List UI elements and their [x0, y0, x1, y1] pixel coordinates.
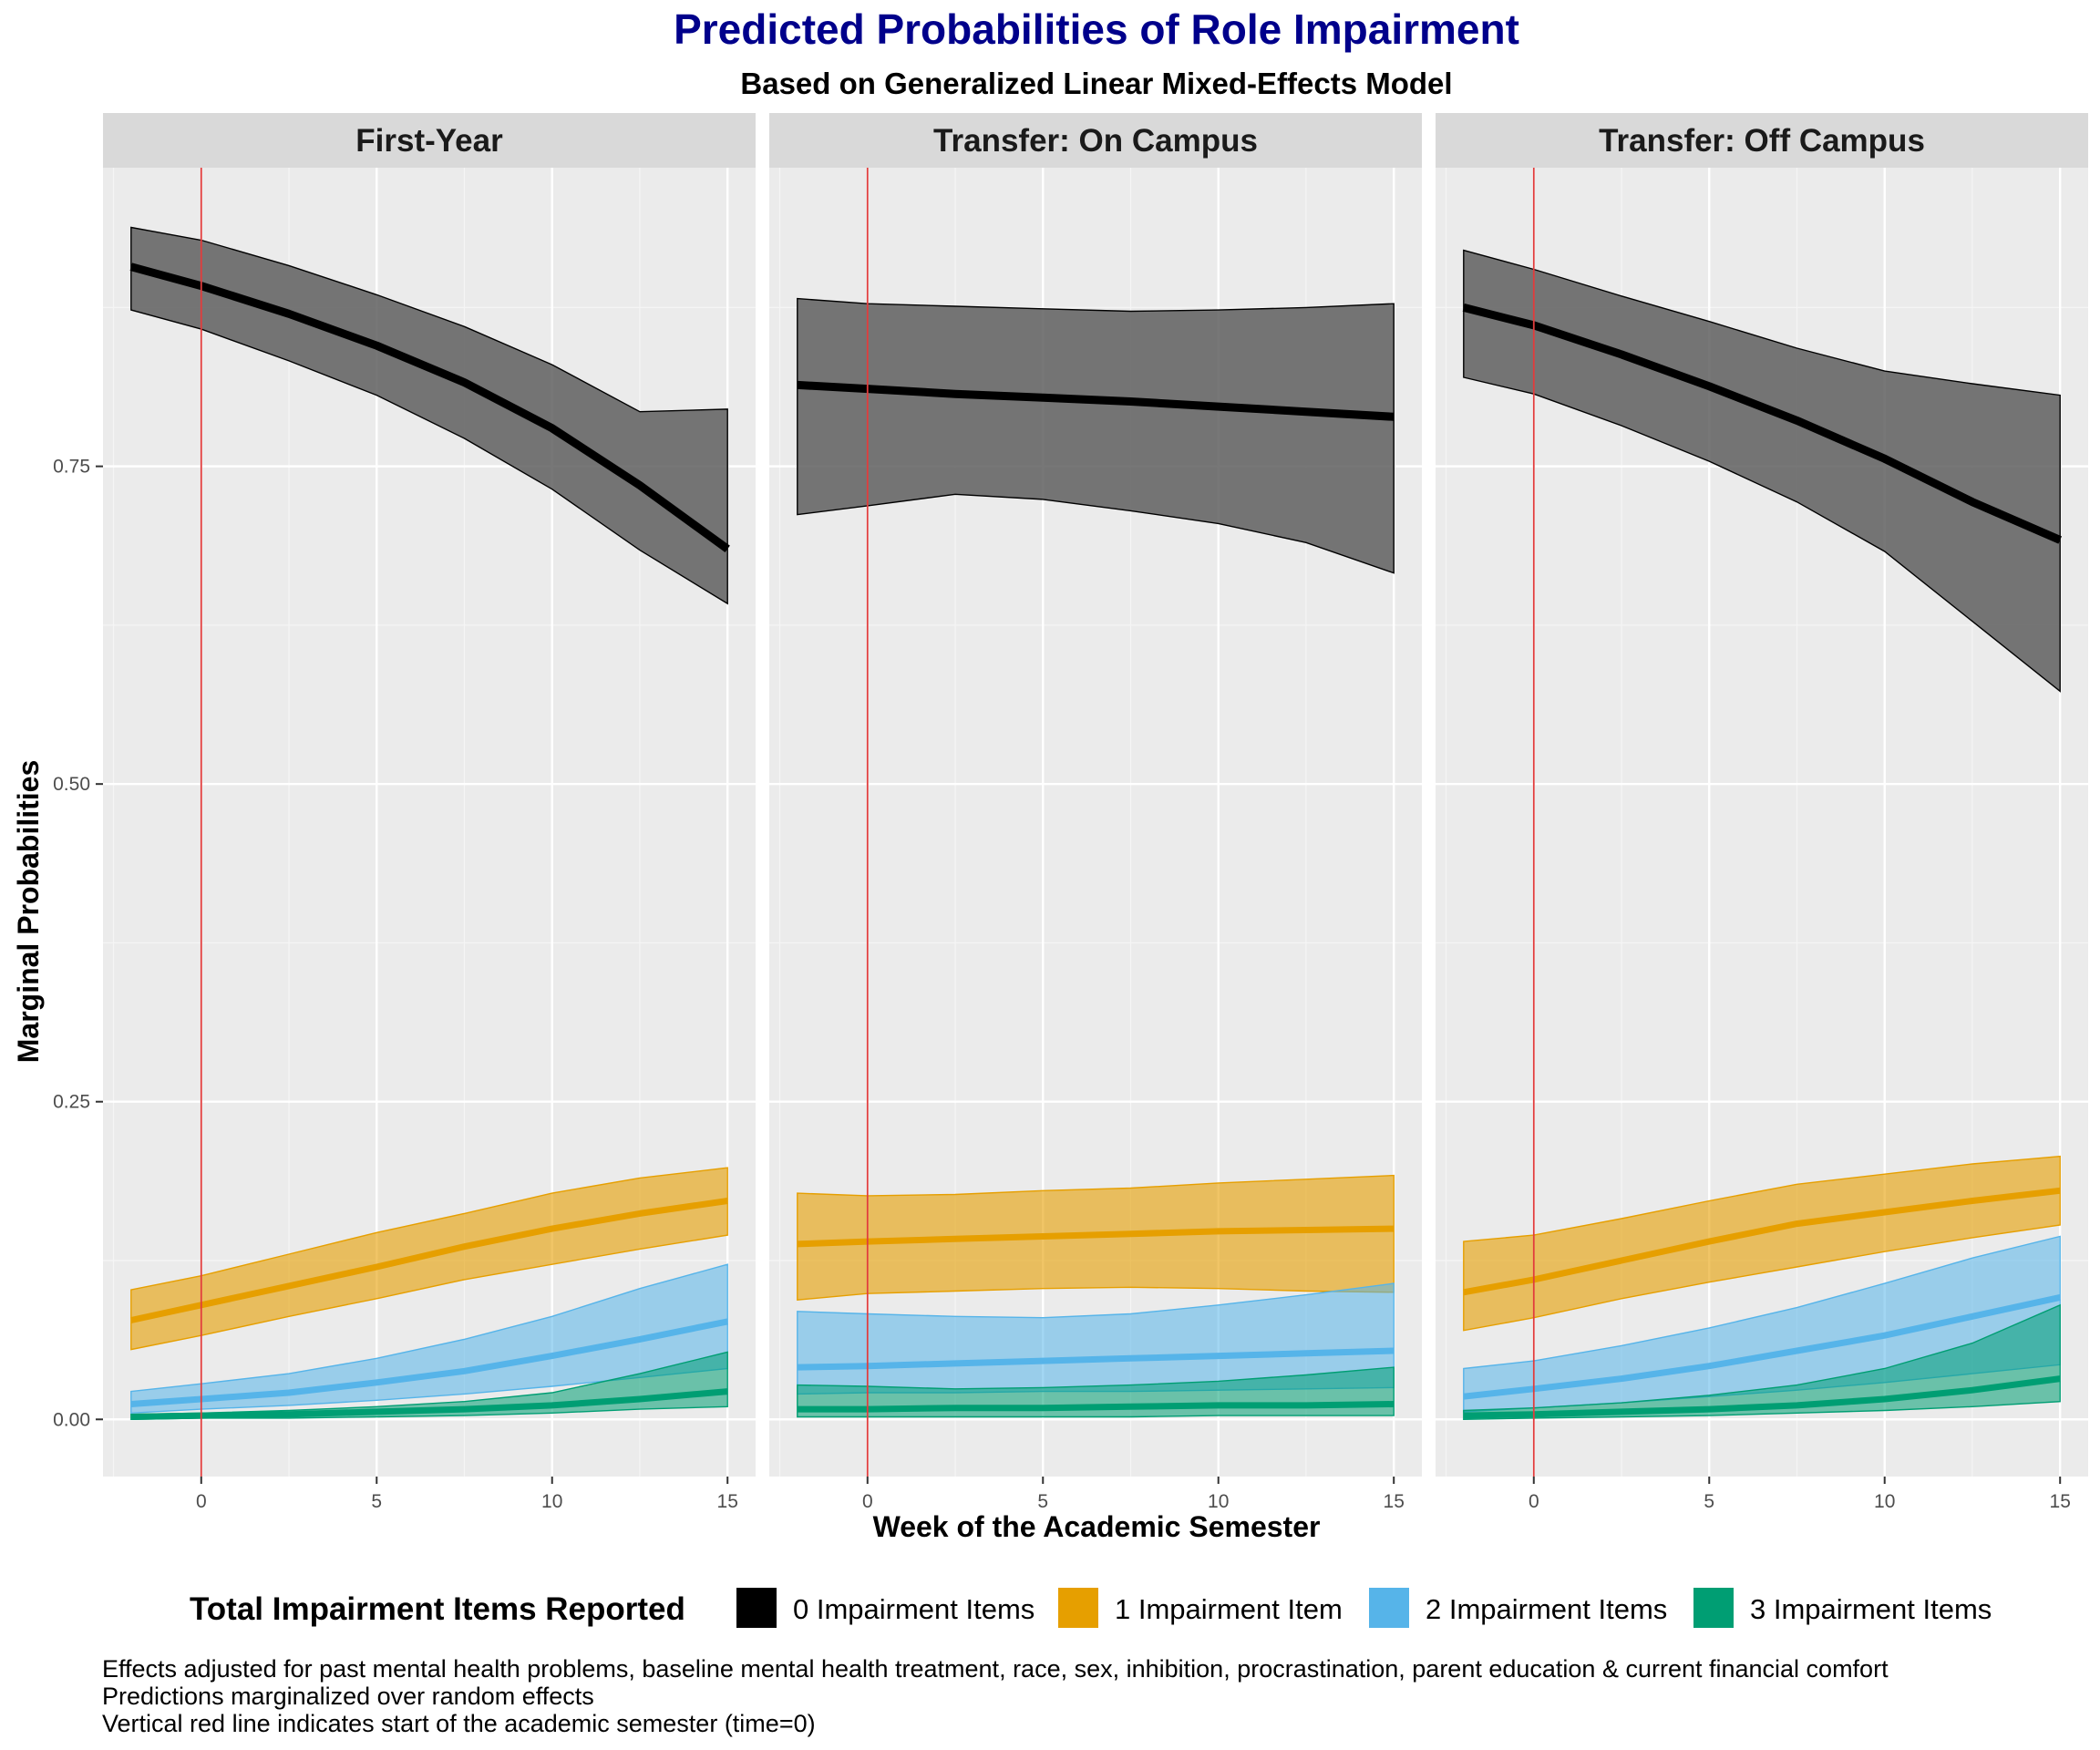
y-tick-label: 0.50: [53, 774, 90, 795]
facet-strip: [103, 113, 756, 168]
facet-strip-label: First-Year: [355, 123, 503, 159]
facet-strip-label: Transfer: Off Campus: [1599, 123, 1925, 159]
chart-subtitle: Based on Generalized Linear Mixed-Effect…: [740, 67, 1452, 100]
ribbon-0-impairment-items: [797, 297, 1395, 574]
x-tick-label: 0: [196, 1491, 207, 1512]
ribbon-0-impairment-items: [1463, 249, 2061, 693]
legend-label-2-impairment-items: 2 Impairment Items: [1426, 1593, 1667, 1625]
x-tick-label: 15: [1384, 1491, 1405, 1512]
legend-key-0-impairment-items: [736, 1588, 777, 1628]
facet-strip: [769, 113, 1422, 168]
legend-key-1-impairment-item: [1058, 1588, 1098, 1628]
legend-label-3-impairment-items: 3 Impairment Items: [1750, 1593, 1992, 1625]
chart-title: Predicted Probabilities of Role Impairme…: [674, 5, 1519, 53]
line-0-impairment-items: [1462, 304, 2062, 544]
ribbon-0-impairment-items: [130, 226, 728, 605]
ribbon-3-impairment-items: [1463, 1303, 2061, 1421]
line-3-impairment-items: [1463, 1375, 2061, 1419]
x-tick-label: 0: [1529, 1491, 1539, 1512]
facet-panel-first-year: First-Year 0 5 10 15: [103, 113, 756, 1512]
facet-strip: [1436, 113, 2088, 168]
x-tick-label: 0: [862, 1491, 873, 1512]
x-axis-label: Week of the Academic Semester: [873, 1510, 1321, 1543]
line-1-impairment-item: [797, 1225, 1395, 1248]
x-tick-label: 15: [2050, 1491, 2071, 1512]
line-1-impairment-item: [130, 1198, 728, 1323]
caption-line-3: Vertical red line indicates start of the…: [102, 1710, 816, 1737]
legend-label-1-impairment-item: 1 Impairment Item: [1115, 1593, 1343, 1625]
y-tick-label: 0.25: [53, 1092, 90, 1113]
x-tick-label: 5: [1704, 1491, 1714, 1512]
line-1-impairment-item: [1463, 1187, 2061, 1296]
legend-key-2-impairment-items: [1369, 1588, 1409, 1628]
facet-panel-transfer-off-campus: Transfer: Off Campus 0 5 10 15: [1436, 113, 2088, 1512]
caption-line-1: Effects adjusted for past mental health …: [102, 1655, 1889, 1683]
line-2-impairment-items: [1463, 1293, 2061, 1400]
x-tick-label: 10: [1874, 1491, 1895, 1512]
line-3-impairment-items: [130, 1388, 728, 1420]
line-0-impairment-items: [129, 262, 730, 552]
line-3-impairment-items: [797, 1401, 1395, 1413]
facet-panel-transfer-on-campus: Transfer: On Campus 0 5 10 15: [769, 113, 1422, 1512]
y-tick-label: 0.00: [53, 1409, 90, 1430]
facet-strip-label: Transfer: On Campus: [933, 123, 1258, 159]
caption-notes: Effects adjusted for past mental health …: [102, 1655, 1889, 1737]
x-tick-label: 5: [1037, 1491, 1048, 1512]
legend: Total Impairment Items Reported 0 Impair…: [190, 1588, 1992, 1628]
ribbon-1-impairment-item: [1463, 1155, 2061, 1332]
line-2-impairment-items: [797, 1347, 1395, 1371]
line-2-impairment-items: [130, 1318, 728, 1407]
y-tick-label: 0.75: [53, 457, 90, 478]
line-0-impairment-items: [797, 380, 1395, 421]
y-axis-label: Marginal Probabilities: [12, 760, 45, 1064]
x-tick-label: 10: [1208, 1491, 1229, 1512]
x-tick-label: 10: [541, 1491, 562, 1512]
ribbon-1-impairment-item: [130, 1167, 728, 1351]
x-tick-label: 15: [717, 1491, 738, 1512]
legend-label-0-impairment-items: 0 Impairment Items: [793, 1593, 1035, 1625]
legend-title: Total Impairment Items Reported: [190, 1591, 685, 1627]
legend-key-3-impairment-items: [1693, 1588, 1734, 1628]
caption-line-2: Predictions marginalized over random eff…: [102, 1683, 594, 1710]
x-tick-label: 5: [371, 1491, 382, 1512]
facet-panels: First-Year 0 5 10 15 Transfer: On Campus 0 5 10 1…: [53, 113, 2088, 1512]
